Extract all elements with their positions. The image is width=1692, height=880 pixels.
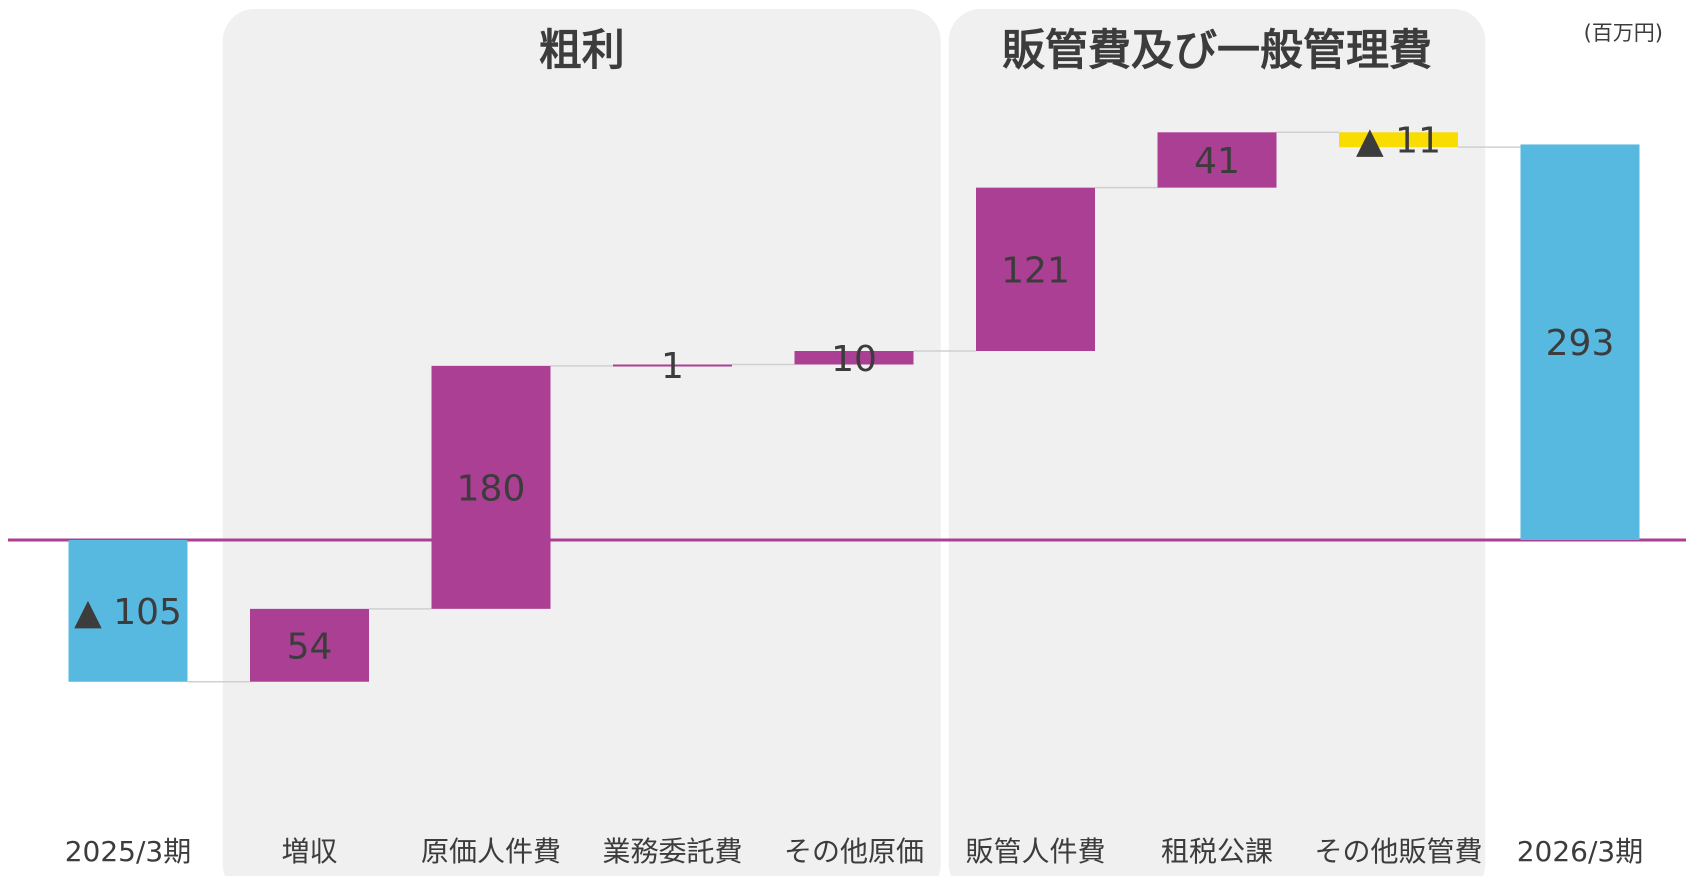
group-panel-1: [222, 9, 941, 880]
connector-layer: [187, 131, 1521, 683]
value-label-3: 180: [457, 468, 526, 509]
value-label-7: 41: [1194, 141, 1240, 182]
bar-9: [1520, 144, 1640, 540]
bar-3: [431, 365, 551, 609]
group-title-2: 販管費及び一般管理費: [1002, 26, 1432, 76]
label-layer: ▲ 105 2025/3期 54 増収 180 原価人件費 1 業務委託費 10 その他原価 121…: [65, 121, 1644, 868]
group-background-layer: 粗利 販管費及び一般管理費: [222, 9, 1486, 880]
category-label-5: その他原価: [784, 835, 924, 868]
value-label-6: 121: [1001, 250, 1070, 291]
value-label-1: ▲ 105: [74, 592, 182, 633]
bar-4: [613, 364, 732, 367]
bar-8: [1339, 132, 1458, 148]
category-label-6: 販管人件費: [965, 835, 1105, 868]
category-label-4: 業務委託費: [602, 835, 742, 868]
category-label-3: 原価人件費: [421, 835, 561, 868]
category-label-1: 2025/3期: [65, 835, 192, 868]
category-label-7: 租税公課: [1161, 835, 1273, 868]
bar-5: [794, 351, 914, 365]
unit-label: (百万円): [1584, 21, 1663, 45]
value-label-5: 10: [831, 339, 877, 380]
value-label-8: ▲ 11: [1356, 121, 1441, 162]
category-label-2: 増収: [281, 835, 337, 868]
group-title-1: 粗利: [539, 26, 625, 76]
value-label-9: 293: [1546, 323, 1615, 364]
bar-1: [68, 540, 188, 682]
category-label-9: 2026/3期: [1517, 835, 1644, 868]
bar-2: [250, 608, 369, 682]
bar-layer: [68, 132, 1640, 682]
value-label-2: 54: [287, 626, 333, 667]
bar-6: [976, 187, 1095, 351]
bar-7: [1157, 132, 1277, 188]
category-label-8: その他販管費: [1314, 835, 1482, 868]
value-label-4: 1: [661, 346, 684, 387]
